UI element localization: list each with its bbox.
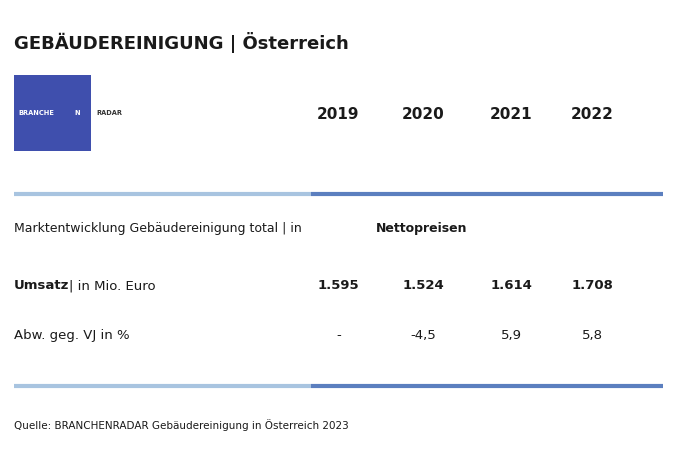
Text: GEBÄUDEREINIGUNG | Österreich: GEBÄUDEREINIGUNG | Österreich xyxy=(14,32,348,53)
Text: Quelle: BRANCHENRADAR Gebäudereinigung in Österreich 2023: Quelle: BRANCHENRADAR Gebäudereinigung i… xyxy=(14,419,348,431)
Text: 2021: 2021 xyxy=(490,107,532,122)
Text: 1.524: 1.524 xyxy=(402,279,444,292)
Text: N: N xyxy=(74,110,80,116)
Text: | in Mio. Euro: | in Mio. Euro xyxy=(69,279,156,292)
Text: Abw. geg. VJ in %: Abw. geg. VJ in % xyxy=(14,329,129,342)
Text: 5,8: 5,8 xyxy=(582,329,603,342)
Text: BRANCHE: BRANCHE xyxy=(18,110,54,116)
Text: 2019: 2019 xyxy=(318,107,359,122)
Text: 2022: 2022 xyxy=(571,107,614,122)
FancyBboxPatch shape xyxy=(14,75,91,151)
Text: 1.614: 1.614 xyxy=(490,279,532,292)
Text: 1.595: 1.595 xyxy=(318,279,359,292)
Text: -: - xyxy=(336,329,341,342)
Text: Nettopreisen: Nettopreisen xyxy=(376,222,467,235)
Text: -4,5: -4,5 xyxy=(410,329,436,342)
Text: RADAR: RADAR xyxy=(97,110,123,116)
Text: 1.708: 1.708 xyxy=(571,279,613,292)
Text: Marktentwicklung Gebäudereinigung total | in: Marktentwicklung Gebäudereinigung total … xyxy=(14,222,305,235)
Text: 2020: 2020 xyxy=(401,107,445,122)
Text: 5,9: 5,9 xyxy=(500,329,522,342)
Text: Umsatz: Umsatz xyxy=(14,279,69,292)
